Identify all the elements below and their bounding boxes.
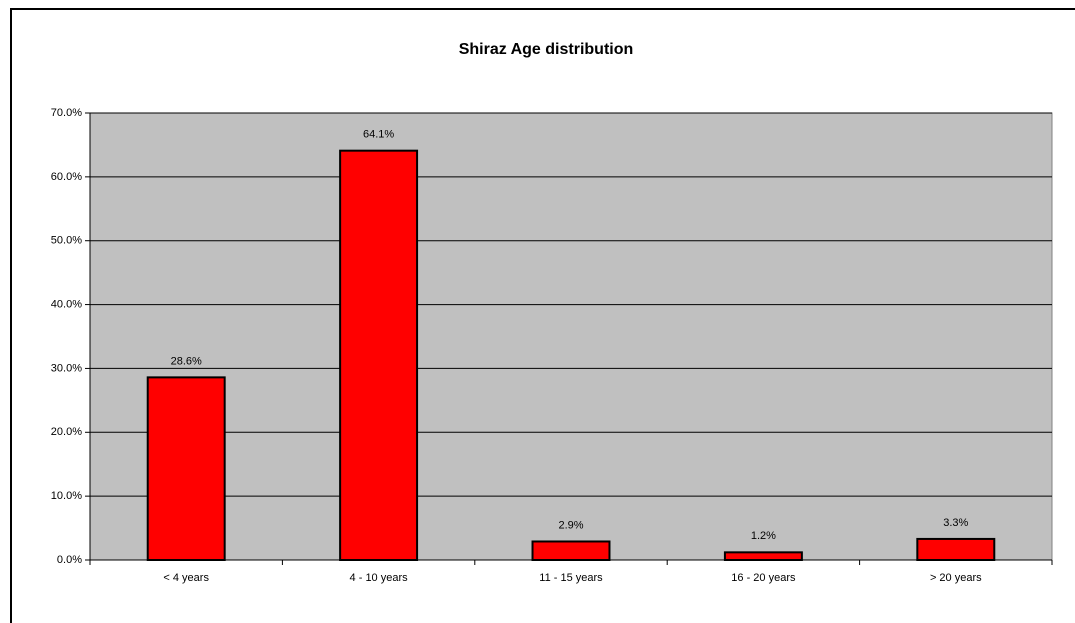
y-tick-label: 0.0% bbox=[57, 554, 82, 566]
x-tick-label: < 4 years bbox=[163, 572, 209, 584]
data-label: 2.9% bbox=[558, 519, 583, 531]
data-label: 3.3% bbox=[943, 517, 968, 529]
x-tick-label: 16 - 20 years bbox=[731, 572, 796, 584]
y-tick-label: 10.0% bbox=[51, 490, 82, 502]
bar bbox=[339, 149, 419, 561]
y-tick-label: 30.0% bbox=[51, 362, 82, 374]
y-tick-label: 50.0% bbox=[51, 235, 82, 247]
x-tick-label: > 20 years bbox=[930, 572, 982, 584]
chart-title: Shiraz Age distribution bbox=[459, 41, 634, 58]
data-label: 64.1% bbox=[363, 129, 394, 141]
y-tick-label: 20.0% bbox=[51, 426, 82, 438]
bar bbox=[723, 551, 803, 562]
bar bbox=[146, 376, 226, 561]
plot-area bbox=[89, 112, 1053, 561]
data-label: 1.2% bbox=[751, 530, 776, 542]
bar bbox=[916, 537, 996, 561]
data-label: 28.6% bbox=[171, 355, 202, 367]
x-tick-label: 11 - 15 years bbox=[539, 572, 603, 584]
bar bbox=[531, 540, 611, 562]
y-tick-label: 70.0% bbox=[51, 107, 82, 119]
y-tick-label: 60.0% bbox=[51, 171, 82, 183]
x-tick-label: 4 - 10 years bbox=[350, 572, 409, 584]
y-tick-label: 40.0% bbox=[51, 298, 82, 310]
